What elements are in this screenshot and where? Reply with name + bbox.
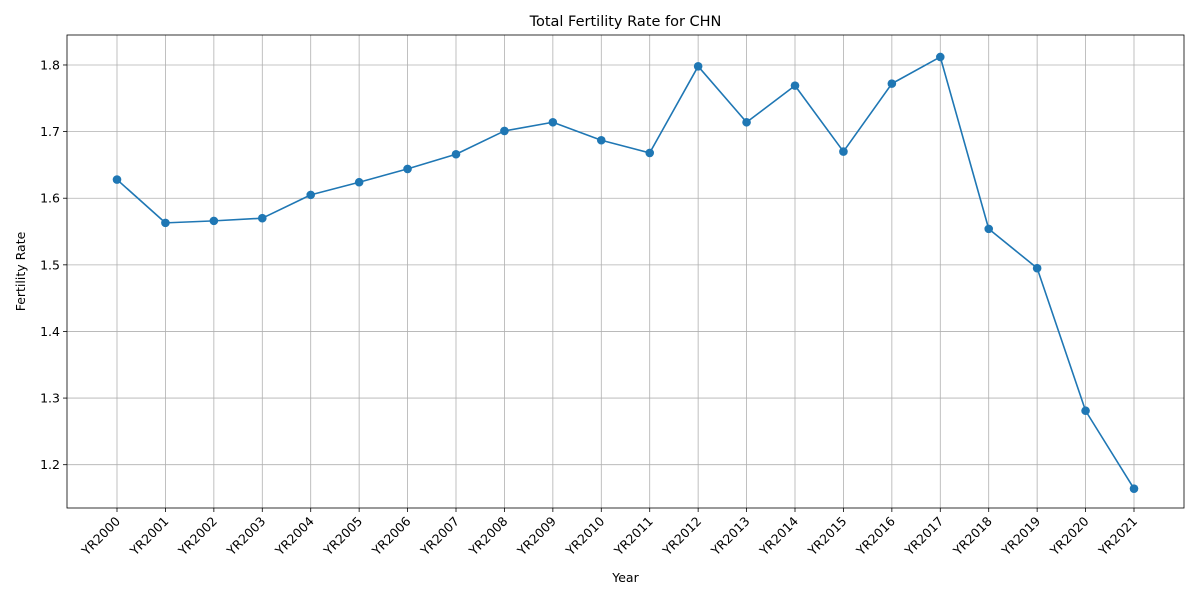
y-tick-label: 1.7 bbox=[40, 124, 60, 139]
data-point bbox=[306, 190, 316, 200]
y-tick-label: 1.3 bbox=[40, 391, 60, 406]
series-line bbox=[116, 56, 1135, 490]
series-group bbox=[112, 52, 1139, 493]
data-point bbox=[1032, 263, 1042, 273]
y-tick-label: 1.6 bbox=[40, 191, 60, 206]
plot-area-frame bbox=[66, 34, 1185, 509]
data-point bbox=[887, 79, 897, 88]
data-point bbox=[839, 147, 848, 156]
y-tick-label: 1.2 bbox=[40, 457, 60, 472]
data-point bbox=[161, 218, 170, 228]
chart-title: Total Fertility Rate for CHN bbox=[529, 14, 722, 30]
y-tick-label: 1.5 bbox=[40, 257, 60, 272]
y-tick-label: 1.8 bbox=[40, 57, 60, 72]
data-point bbox=[500, 126, 509, 136]
x-axis-label: Year bbox=[611, 570, 639, 585]
data-point bbox=[209, 216, 219, 226]
data-point bbox=[1081, 406, 1090, 416]
data-point bbox=[257, 213, 267, 223]
data-point bbox=[548, 117, 558, 127]
data-point bbox=[596, 135, 606, 145]
data-point bbox=[693, 62, 703, 71]
data-point bbox=[742, 117, 751, 127]
data-point bbox=[1129, 484, 1139, 493]
data-point bbox=[403, 164, 412, 174]
y-tick-label: 1.4 bbox=[40, 324, 60, 339]
data-point bbox=[935, 52, 945, 62]
data-point bbox=[984, 224, 994, 234]
grid-lines bbox=[67, 35, 1184, 508]
y-axis: 1.2 1.3 1.4 1.5 1.6 1.7 1.8 bbox=[40, 57, 67, 472]
data-point bbox=[645, 148, 655, 158]
data-point bbox=[112, 175, 122, 184]
data-point bbox=[790, 81, 800, 90]
y-axis-label: Fertility Rate bbox=[13, 231, 28, 311]
data-point bbox=[451, 149, 461, 159]
data-point bbox=[354, 177, 364, 187]
